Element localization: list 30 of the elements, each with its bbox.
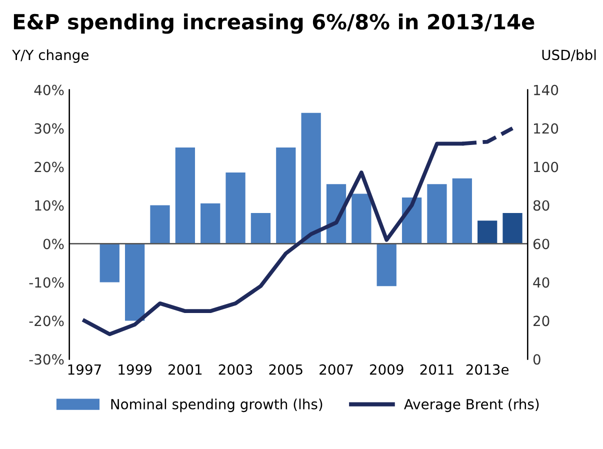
x-tick-label: 2001 (168, 364, 202, 375)
x-tick-label: 1997 (68, 364, 101, 375)
y-tick-label: -10% (29, 277, 64, 288)
y-tick-label: 40% (34, 84, 64, 96)
x-tick-label: 2003 (218, 364, 252, 375)
chart-title: E&P spending increasing 6%/8% in 2013/14e (14, 13, 534, 34)
y2-tick-label: 100 (534, 162, 558, 172)
legend-label: Nominal spending growth (lhs) (111, 398, 322, 412)
y-tick-label: 30% (34, 123, 64, 134)
legend-label: Average Brent (rhs) (404, 398, 539, 412)
y2-tick-label: 120 (534, 123, 558, 134)
x-tick-label: 2009 (370, 364, 404, 375)
y-tick-label: -20% (29, 316, 64, 326)
y2-tick-label: 0 (533, 354, 540, 365)
y2-axis-title: USD/bbl (542, 49, 596, 62)
x-tick-label: 2005 (269, 364, 302, 375)
x-tick-label: 1999 (118, 364, 152, 375)
y2-tick-label: 140 (534, 84, 558, 96)
x-tick-label: 2011 (420, 364, 454, 375)
x-tick-label: 2013e (466, 364, 509, 375)
y-axis-title: Y/Y change (12, 49, 88, 63)
y2-tick-label: 80 (533, 200, 550, 211)
x-tick-label: 2007 (320, 364, 353, 375)
y2-tick-label: 20 (534, 316, 550, 326)
y-tick-label: 0% (43, 238, 64, 250)
y2-tick-label: 40 (533, 277, 550, 288)
y-tick-label: 20% (34, 162, 64, 172)
y-tick-label: -30% (29, 354, 64, 365)
y2-tick-label: 60 (533, 238, 550, 250)
y-tick-label: 10% (35, 200, 64, 211)
